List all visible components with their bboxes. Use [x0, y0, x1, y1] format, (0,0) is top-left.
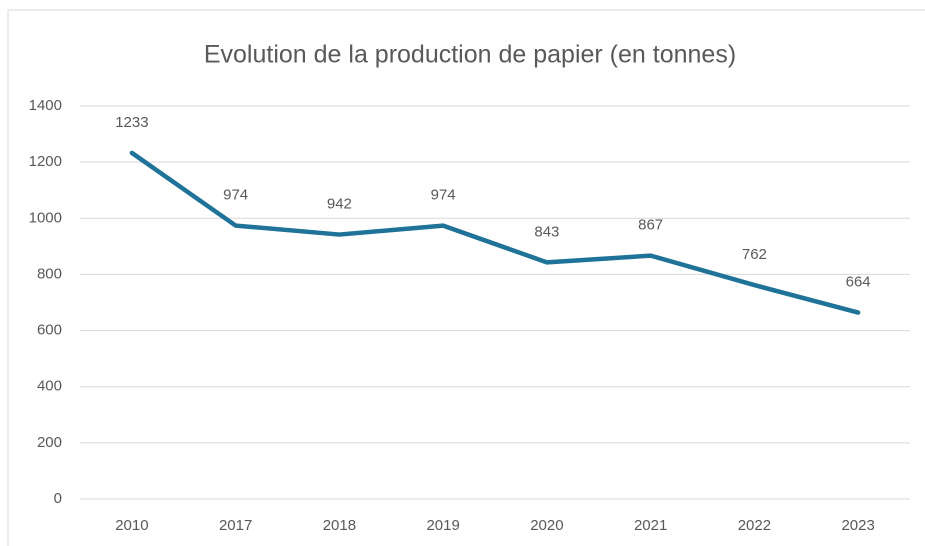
- x-tick-label: 2019: [426, 517, 459, 534]
- y-tick-label: 1400: [29, 97, 62, 114]
- chart-title: Evolution de la production de papier (en…: [204, 41, 736, 69]
- data-label: 867: [638, 217, 663, 234]
- y-tick-label: 800: [37, 265, 62, 282]
- x-tick-label: 2018: [323, 517, 356, 534]
- x-tick-label: 2023: [841, 517, 874, 534]
- data-label: 1233: [115, 114, 148, 131]
- chart-frame: [7, 9, 925, 546]
- y-tick-label: 1200: [29, 153, 62, 170]
- x-tick-label: 2017: [219, 517, 252, 534]
- y-tick-label: 400: [37, 378, 62, 395]
- data-label: 664: [846, 274, 871, 291]
- data-label: 974: [431, 187, 456, 204]
- y-tick-label: 600: [37, 322, 62, 339]
- y-tick-label: 200: [37, 434, 62, 451]
- data-label: 843: [534, 223, 559, 240]
- x-tick-label: 2020: [530, 517, 563, 534]
- x-tick-label: 2022: [738, 517, 771, 534]
- x-tick-label: 2010: [115, 517, 148, 534]
- data-label: 762: [742, 246, 767, 263]
- y-tick-label: 1000: [29, 209, 62, 226]
- data-label: 942: [327, 196, 352, 213]
- y-tick-label: 0: [54, 490, 62, 507]
- data-line: [129, 150, 861, 315]
- x-tick-label: 2021: [634, 517, 667, 534]
- data-label: 974: [223, 187, 248, 204]
